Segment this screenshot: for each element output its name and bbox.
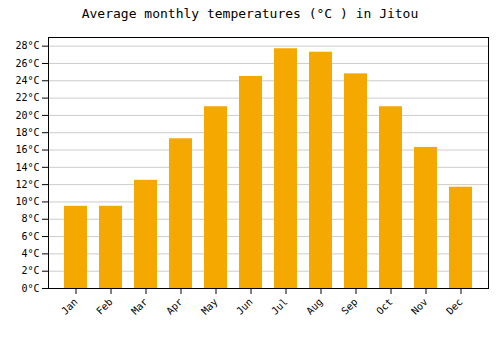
svg-text:Feb: Feb bbox=[94, 296, 115, 317]
svg-text:Nov: Nov bbox=[409, 296, 430, 317]
svg-text:28°C: 28°C bbox=[15, 40, 39, 51]
html-text:Average monthly temperatures (: Average monthly temperatures (°C ) in Ji… bbox=[81, 6, 419, 21]
svg-text:Apr: Apr bbox=[164, 296, 185, 317]
svg-text:22°C: 22°C bbox=[15, 92, 39, 103]
svg-text:6°C: 6°C bbox=[21, 231, 39, 242]
svg-text:16°C: 16°C bbox=[15, 144, 39, 155]
svg-text:26°C: 26°C bbox=[15, 58, 39, 69]
svg-text:12°C: 12°C bbox=[15, 179, 39, 190]
svg-text:Jul: Jul bbox=[269, 296, 290, 317]
svg-text:Jun: Jun bbox=[234, 296, 255, 317]
svg-text:May: May bbox=[199, 296, 220, 317]
svg-text:Oct: Oct bbox=[374, 296, 395, 317]
svg-text:20°C: 20°C bbox=[15, 110, 39, 121]
svg-text:2°C: 2°C bbox=[21, 265, 39, 276]
svg-text:Dec: Dec bbox=[444, 296, 465, 317]
svg-text:8°C: 8°C bbox=[21, 213, 39, 224]
svg-text:Mar: Mar bbox=[129, 296, 150, 317]
svg-text:0°C: 0°C bbox=[21, 283, 39, 294]
svg-text:Aug: Aug bbox=[304, 296, 325, 317]
svg-text:4°C: 4°C bbox=[21, 248, 39, 259]
svg-text:18°C: 18°C bbox=[15, 127, 39, 138]
svg-text:14°C: 14°C bbox=[15, 162, 39, 173]
svg-text:Sep: Sep bbox=[339, 296, 360, 317]
svg-text:24°C: 24°C bbox=[15, 75, 39, 86]
svg-text:Jan: Jan bbox=[59, 296, 80, 317]
svg-text:10°C: 10°C bbox=[15, 196, 39, 207]
